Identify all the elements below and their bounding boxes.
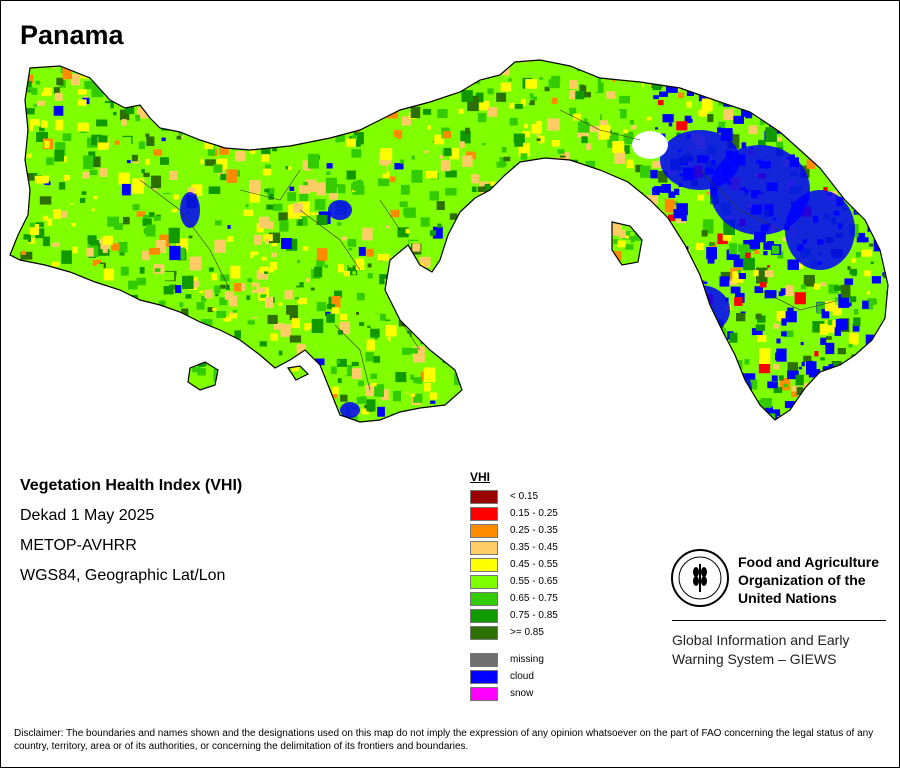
legend-title: VHI <box>470 470 491 484</box>
legend-label: 0.65 - 0.75 <box>510 593 558 604</box>
dekad-date: Dekad 1 May 2025 <box>20 507 155 524</box>
index-name: Vegetation Health Index (VHI) <box>20 477 243 494</box>
legend-label: 0.25 - 0.35 <box>510 525 558 536</box>
legend-label: missing <box>510 654 544 665</box>
legend-swatch <box>470 687 498 701</box>
legend-swatch <box>470 507 498 521</box>
legend-label: >= 0.85 <box>510 627 544 638</box>
legend-swatch <box>470 575 498 589</box>
fao-logo-icon <box>671 549 729 607</box>
legend-label: 0.75 - 0.85 <box>510 610 558 621</box>
legend-swatch <box>470 541 498 555</box>
legend-swatch <box>470 558 498 572</box>
legend-swatch <box>470 592 498 606</box>
legend-label: 0.45 - 0.55 <box>510 559 558 570</box>
legend-label: snow <box>510 688 534 699</box>
divider <box>672 620 886 621</box>
giews-line-1: Global Information and Early <box>672 632 850 648</box>
legend-label: cloud <box>510 671 534 682</box>
legend-label: < 0.15 <box>510 491 539 502</box>
org-name-line-3: United Nations <box>738 590 837 606</box>
legend-swatch <box>470 609 498 623</box>
legend-swatch <box>470 670 498 684</box>
legend-swatch <box>470 626 498 640</box>
legend-swatch <box>470 490 498 504</box>
sensor-name: METOP-AVHRR <box>20 537 137 554</box>
legend-label: 0.15 - 0.25 <box>510 508 558 519</box>
disclaimer: Disclaimer: The boundaries and names sho… <box>14 728 874 752</box>
legend-label: 0.35 - 0.45 <box>510 542 558 553</box>
org-name-line-1: Food and Agriculture <box>738 554 880 570</box>
projection: WGS84, Geographic Lat/Lon <box>20 567 226 584</box>
vhi-map <box>9 59 889 423</box>
legend-swatch <box>470 524 498 538</box>
org-name-line-2: Organization of the <box>738 572 866 588</box>
legend-label: 0.55 - 0.65 <box>510 576 558 587</box>
giews-line-2: Warning System – GIEWS <box>672 651 837 667</box>
map-title: Panama <box>20 20 124 50</box>
legend-swatch <box>470 653 498 667</box>
